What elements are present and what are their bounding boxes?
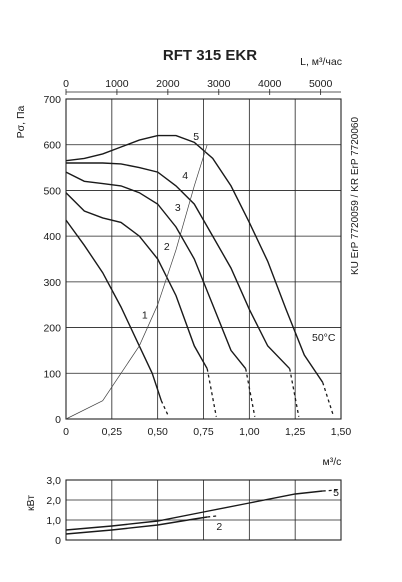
y-axis-label: Pσ, Па <box>15 105 27 138</box>
power-curve-label-5: 5 <box>333 487 339 499</box>
y-tick-label: 300 <box>43 277 61 289</box>
top-axis-tick-label: 0 <box>63 78 69 90</box>
x-tick-label: 0 <box>63 426 69 438</box>
x-tick-label: 1,00 <box>239 426 260 438</box>
x-tick-label: 1,25 <box>285 426 306 438</box>
fan-curve-3 <box>65 171 247 370</box>
x-axis-label: м³/с <box>323 456 342 468</box>
x-tick-label: 0,75 <box>193 426 214 438</box>
y-tick-label: 100 <box>43 368 61 380</box>
power-y-tick-label: 3,0 <box>46 475 61 487</box>
power-axis-label: кВт <box>25 495 37 511</box>
top-axis-tick-label: 2000 <box>156 78 180 90</box>
plot-frame <box>65 98 342 420</box>
curve-marker-3: 3 <box>175 202 181 214</box>
y-tick-label: 700 <box>43 94 61 106</box>
power-curve-2-extension <box>207 515 217 518</box>
system-curve <box>65 144 208 420</box>
fan-curve-4-extension <box>289 368 300 417</box>
power-curve-2 <box>65 516 208 535</box>
top-axis-tick-label: 3000 <box>207 78 231 90</box>
fan-curve-1-extension <box>160 400 170 417</box>
fan-curve-3-extension <box>245 368 256 417</box>
y-tick-label: 500 <box>43 185 61 197</box>
top-axis-tick-label: 4000 <box>258 78 282 90</box>
curve-marker-1: 1 <box>142 309 148 321</box>
model-side-label: KU ErP 7720059 / KR ErP 7720060 <box>350 117 361 276</box>
top-axis-label: L, м³/час <box>300 56 342 68</box>
power-plot-frame <box>65 479 342 541</box>
top-axis-tick-label: 1000 <box>105 78 129 90</box>
x-tick-label: 1,50 <box>331 426 352 438</box>
top-axis-tick-label: 5000 <box>309 78 333 90</box>
fan-curve-4 <box>66 162 291 370</box>
power-y-tick-label: 0 <box>55 535 61 547</box>
fan-curve-1 <box>65 219 162 401</box>
curve-marker-2: 2 <box>164 241 170 253</box>
power-curve-label-2: 2 <box>216 521 222 533</box>
y-tick-label: 0 <box>55 414 61 426</box>
chart-title: RFT 315 EKR <box>163 47 257 64</box>
fan-curve-5-extension <box>322 382 335 417</box>
fan-curve-2-extension <box>206 368 217 417</box>
y-tick-label: 600 <box>43 140 61 152</box>
power-curve-5-extension <box>322 489 338 492</box>
fan-curve-5 <box>65 134 324 383</box>
power-y-tick-label: 2,0 <box>46 495 61 507</box>
curve-marker-4: 4 <box>182 170 188 182</box>
curve-marker-5: 5 <box>193 131 199 143</box>
x-tick-label: 0,50 <box>147 426 168 438</box>
temperature-label: 50°C <box>312 332 336 344</box>
y-tick-label: 200 <box>43 323 61 335</box>
y-tick-label: 400 <box>43 231 61 243</box>
fan-curve-2 <box>65 192 208 370</box>
power-y-tick-label: 1,0 <box>46 515 61 527</box>
power-curve-5 <box>65 490 323 531</box>
x-tick-label: 0,25 <box>102 426 123 438</box>
